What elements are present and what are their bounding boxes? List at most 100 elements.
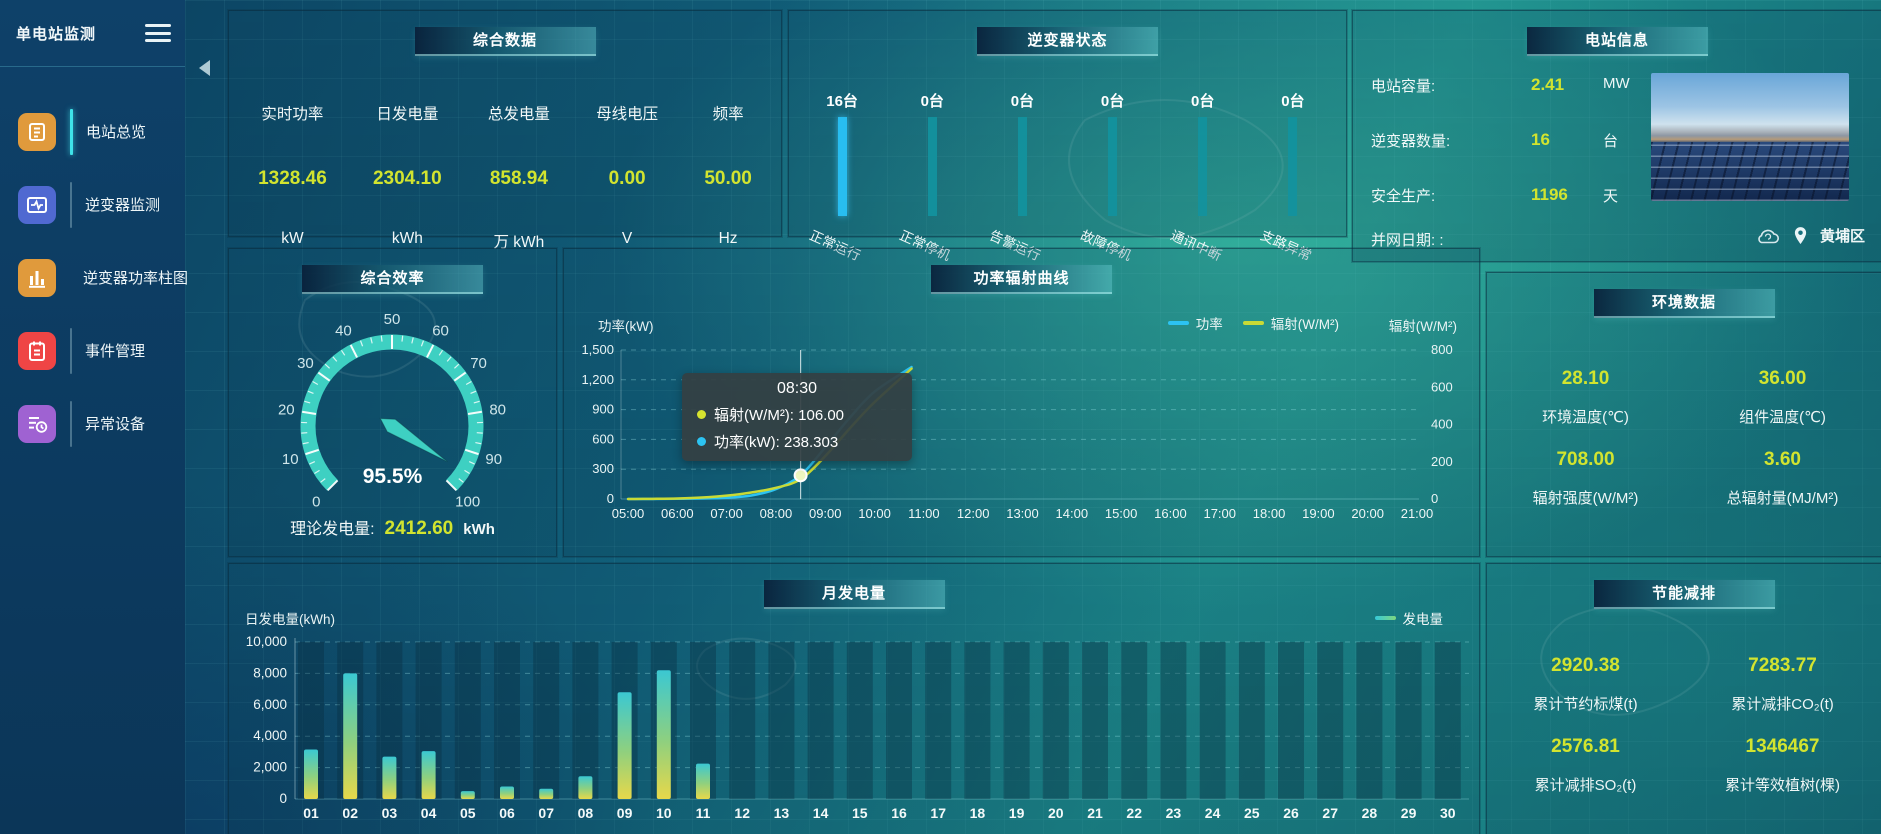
sidebar-item-1[interactable]: 电站总览 bbox=[0, 95, 185, 168]
environment-metric: 28.10 环境温度(℃) bbox=[1487, 368, 1684, 427]
svg-text:10,000: 10,000 bbox=[246, 634, 287, 649]
station-photo bbox=[1651, 73, 1849, 201]
collapse-sidebar-arrow-icon[interactable] bbox=[199, 60, 210, 76]
inverter-status-bar: 0台 故障停机 bbox=[1068, 56, 1158, 263]
station-info-unit: 台 bbox=[1603, 133, 1619, 150]
svg-text:1,200: 1,200 bbox=[581, 372, 614, 387]
svg-text:0: 0 bbox=[1431, 491, 1438, 506]
status-bar bbox=[1108, 117, 1118, 216]
tooltip-series-text: 功率(kW): 238.303 bbox=[714, 434, 839, 451]
legend-item[interactable]: 功率 bbox=[1167, 313, 1223, 333]
metric-value: 3.60 bbox=[1764, 449, 1801, 470]
tooltip-item: 功率(kW): 238.303 bbox=[682, 431, 912, 452]
svg-text:05: 05 bbox=[460, 805, 476, 821]
svg-text:06: 06 bbox=[499, 805, 515, 821]
svg-text:15:00: 15:00 bbox=[1105, 506, 1138, 521]
svg-text:400: 400 bbox=[1431, 417, 1453, 432]
legend-label: 辐射(W/M²) bbox=[1270, 317, 1339, 332]
svg-text:0: 0 bbox=[279, 791, 287, 806]
metric-value: 7283.77 bbox=[1748, 655, 1817, 676]
weather-cloud-icon[interactable] bbox=[1755, 227, 1781, 245]
inverter-status-bar: 0台 支路异常 bbox=[1248, 56, 1338, 263]
svg-text:30: 30 bbox=[297, 355, 314, 372]
panel-title: 综合数据 bbox=[414, 27, 596, 56]
location-pin-icon[interactable] bbox=[1793, 226, 1808, 245]
location-name: 黄埔区 bbox=[1819, 228, 1865, 245]
tooltip-series-dot bbox=[697, 437, 706, 446]
svg-text:13: 13 bbox=[774, 805, 790, 821]
svg-text:0: 0 bbox=[607, 491, 614, 506]
svg-text:4,000: 4,000 bbox=[253, 728, 287, 743]
svg-text:800: 800 bbox=[1431, 342, 1453, 357]
event-management-icon bbox=[18, 331, 56, 370]
svg-text:01: 01 bbox=[303, 805, 319, 821]
metric-label: 实时功率 bbox=[261, 106, 324, 123]
inverter-count: 0台 bbox=[1010, 93, 1035, 110]
legend-label: 发电量 bbox=[1402, 612, 1444, 627]
sidebar-item-5[interactable]: 异常设备 bbox=[0, 387, 185, 460]
svg-text:17:00: 17:00 bbox=[1203, 506, 1236, 521]
energy-saving-metrics: 2920.38 累计节约标煤(t) 7283.77 累计减排CO₂(t) 2576.81… bbox=[1487, 609, 1881, 795]
inverter-count: 0台 bbox=[1100, 93, 1125, 110]
svg-text:80: 80 bbox=[489, 401, 506, 418]
tooltip-items: 辐射(W/M²): 106.00 功率(kW): 238.303 bbox=[682, 404, 912, 452]
inverter-status-bar: 16台 正常运行 bbox=[797, 56, 887, 263]
svg-text:18:00: 18:00 bbox=[1253, 506, 1286, 521]
metric-value: 858.94 bbox=[489, 168, 548, 189]
sidebar-item-label: 事件管理 bbox=[85, 343, 146, 360]
metric-value: 0.00 bbox=[608, 168, 646, 189]
sidebar-item-3[interactable]: 逆变器功率柱图 bbox=[0, 241, 188, 314]
panel-station-info: 电站信息 电站容量: 2.41 MW 逆变器数量: 16 台安全生产: 1196 天并网日期:… bbox=[1352, 10, 1881, 262]
svg-text:15: 15 bbox=[852, 805, 868, 821]
sidebar: 单电站监测 电站总览逆变器监测 逆变器功率柱图事件管理异常设备 bbox=[0, 0, 188, 834]
inverter-count: 0台 bbox=[1281, 93, 1305, 110]
station-location: 黄埔区 bbox=[1755, 225, 1865, 246]
theoretical-generation-value: 2412.60 bbox=[384, 518, 454, 539]
metric-value: 2304.10 bbox=[372, 168, 442, 189]
svg-text:07: 07 bbox=[538, 805, 554, 821]
svg-text:100: 100 bbox=[455, 494, 480, 511]
main-content: 综合数据 实时功率 1328.46 kW 日发电量 2304.10 kWh 总发电量 858.… bbox=[185, 0, 1881, 834]
metric-label: 总发电量 bbox=[487, 106, 550, 123]
svg-text:28: 28 bbox=[1362, 805, 1378, 821]
sidebar-header: 单电站监测 bbox=[0, 0, 185, 67]
sidebar-item-2[interactable]: 逆变器监测 bbox=[0, 168, 185, 241]
metric-unit: kW bbox=[281, 230, 304, 247]
svg-text:900: 900 bbox=[592, 402, 614, 417]
svg-text:11:00: 11:00 bbox=[908, 506, 940, 521]
metric-value: 708.00 bbox=[1556, 449, 1615, 470]
panel-title: 月发电量 bbox=[763, 580, 945, 609]
menu-icon[interactable] bbox=[145, 24, 171, 42]
monthly-generation-chart[interactable]: 10,000 8,000 6,000 4,000 2,000 0 01 02 03 04 05 06 0… bbox=[229, 564, 1479, 834]
status-bar bbox=[1017, 117, 1027, 216]
metric-unit: 万 kWh bbox=[493, 234, 545, 251]
tooltip-item: 辐射(W/M²): 106.00 bbox=[682, 404, 912, 425]
summary-metric: 实时功率 1328.46 kW bbox=[258, 56, 327, 252]
svg-text:06:00: 06:00 bbox=[661, 506, 694, 521]
legend-item[interactable]: 发电量 bbox=[1374, 608, 1444, 628]
bar-chart-ylabel: 日发电量(kWh) bbox=[245, 612, 335, 627]
svg-text:8,000: 8,000 bbox=[253, 665, 287, 680]
sidebar-item-label: 电站总览 bbox=[86, 124, 147, 141]
svg-text:6,000: 6,000 bbox=[253, 697, 287, 712]
legend-item[interactable]: 辐射(W/M²) bbox=[1242, 313, 1339, 333]
svg-text:03: 03 bbox=[382, 805, 398, 821]
svg-text:0: 0 bbox=[312, 494, 320, 511]
metric-label: 累计等效植树(棵) bbox=[1725, 777, 1840, 794]
theoretical-generation-unit: kWh bbox=[463, 521, 495, 538]
sidebar-item-label: 异常设备 bbox=[85, 416, 146, 433]
status-bar bbox=[837, 117, 847, 216]
svg-text:09: 09 bbox=[617, 805, 633, 821]
svg-text:40: 40 bbox=[335, 323, 352, 340]
summary-metric: 总发电量 858.94 万 kWh bbox=[488, 56, 550, 252]
inverter-status-bar: 0台 告警运行 bbox=[977, 56, 1067, 263]
inverter-power-bars-icon bbox=[18, 258, 56, 297]
svg-text:19: 19 bbox=[1009, 805, 1025, 821]
station-info-label: 安全生产: bbox=[1371, 188, 1436, 205]
environment-metric: 708.00 辐射强度(W/M²) bbox=[1487, 449, 1684, 508]
svg-text:27: 27 bbox=[1322, 805, 1338, 821]
metric-label: 累计减排CO₂(t) bbox=[1731, 696, 1834, 713]
inverter-count: 16台 bbox=[826, 93, 858, 110]
sidebar-item-4[interactable]: 事件管理 bbox=[0, 314, 185, 387]
